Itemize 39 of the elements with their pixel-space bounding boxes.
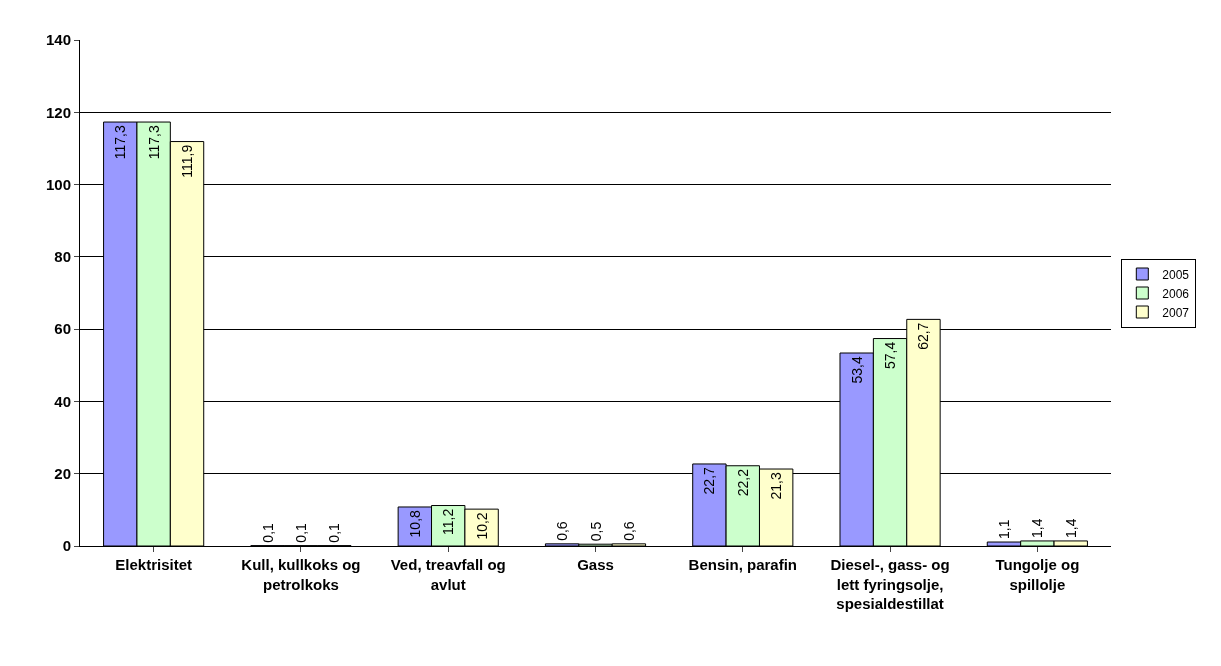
x-tick-label: Tungolje og spillolje — [995, 556, 1080, 593]
data-label: 0,5 — [587, 521, 604, 542]
y-tick-label: 100 — [45, 175, 71, 193]
y-tick-label: 140 — [45, 31, 71, 49]
data-label: 0,1 — [326, 522, 343, 543]
data-label: 111,9 — [179, 144, 196, 178]
y-tick-label: 20 — [54, 464, 71, 482]
data-label: 0,1 — [259, 522, 276, 543]
data-label: 0,6 — [620, 521, 637, 541]
data-label: 117,3 — [112, 125, 129, 160]
y-tick-label: 40 — [54, 392, 71, 410]
x-tick-label: Kull, kullkoks og petrolkoks — [241, 556, 361, 593]
data-label: 11,2 — [440, 508, 457, 535]
legend-label: 2005 — [1162, 267, 1190, 282]
data-label: 21,3 — [768, 472, 785, 500]
data-label: 0,1 — [292, 522, 309, 543]
data-label: 1,1 — [995, 519, 1012, 540]
data-label: 22,2 — [734, 468, 751, 497]
data-label: 62,7 — [915, 322, 932, 350]
y-tick-label: 120 — [45, 103, 71, 121]
x-tick-label: Ved, treavfall og avlut — [390, 556, 506, 593]
legend-label: 2006 — [1162, 286, 1190, 301]
x-tick-label: Bensin, parafin — [688, 556, 797, 573]
legend-label: 2007 — [1162, 305, 1190, 320]
data-label: 117,3 — [145, 125, 162, 160]
data-label: 22,7 — [701, 466, 718, 495]
x-tick-label: Elektrisitet — [115, 556, 192, 573]
data-label: 10,2 — [473, 512, 490, 540]
data-label: 1,4 — [1029, 518, 1046, 538]
y-tick-label: 0 — [62, 537, 71, 555]
data-label: 10,8 — [406, 509, 423, 538]
x-tick-label: Diesel-, gass- og lett fyringsolje, spesialdestillat — [830, 556, 950, 612]
data-label: 1,4 — [1062, 518, 1079, 538]
data-label: 53,4 — [848, 356, 865, 384]
y-tick-label: 80 — [54, 248, 71, 266]
data-label: 57,4 — [882, 341, 899, 369]
y-tick-label: 60 — [54, 320, 71, 338]
data-label: 0,6 — [554, 521, 571, 541]
x-tick-label: Gass — [577, 556, 614, 573]
